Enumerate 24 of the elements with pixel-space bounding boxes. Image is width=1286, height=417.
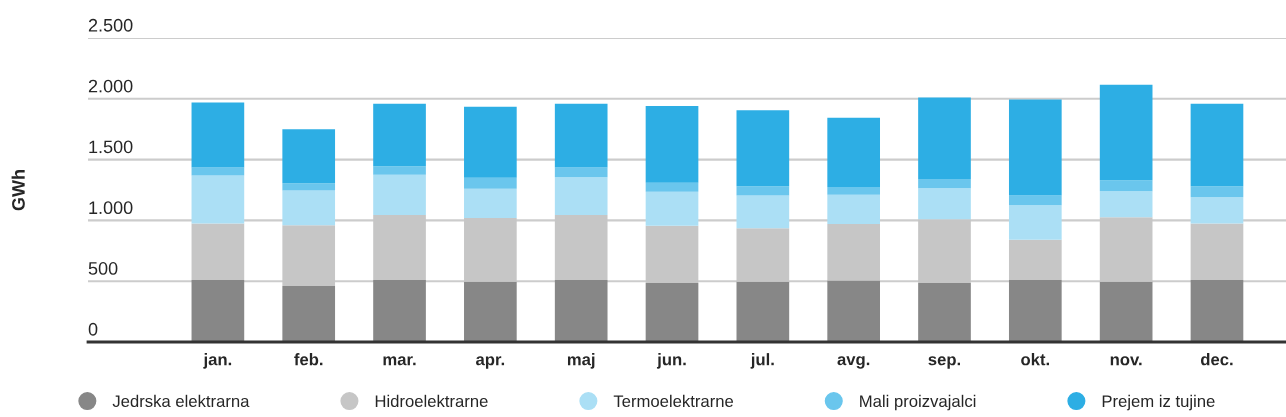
legend-label: Jedrska elektrarna bbox=[112, 394, 250, 408]
y-tick-label: 500 bbox=[88, 262, 118, 275]
x-tick-label: dec. bbox=[1200, 353, 1233, 366]
x-tick-label: feb. bbox=[294, 353, 323, 366]
x-tick-label: okt. bbox=[1021, 353, 1049, 366]
y-tick-label: 2.500 bbox=[88, 18, 133, 32]
legend-label: Hidroelektrarne bbox=[375, 394, 488, 408]
y-tick-label: 2.000 bbox=[88, 79, 133, 93]
x-tick-label: jul. bbox=[750, 353, 774, 369]
y-tick-label: 1.500 bbox=[89, 140, 133, 154]
y-tick-label: 1.000 bbox=[89, 201, 133, 215]
x-tick-label: jun. bbox=[656, 353, 686, 369]
legend-label: Prejem iz tujine bbox=[1102, 394, 1215, 411]
y-axis-title: GWh bbox=[11, 170, 25, 211]
x-tick-label: mar. bbox=[383, 356, 416, 366]
legend-label: Mali proizvajalci bbox=[860, 394, 976, 411]
x-tick-label: sep. bbox=[928, 356, 961, 369]
x-tick-label: nov. bbox=[1110, 356, 1142, 366]
x-tick-label: apr. bbox=[476, 356, 505, 369]
legend-label: Termoelektrarne bbox=[613, 394, 734, 408]
x-tick-label: avg. bbox=[837, 356, 870, 369]
y-tick-label: 0 bbox=[88, 322, 98, 336]
x-tick-label: maj bbox=[567, 353, 595, 369]
x-tick-label: jan. bbox=[203, 353, 232, 369]
